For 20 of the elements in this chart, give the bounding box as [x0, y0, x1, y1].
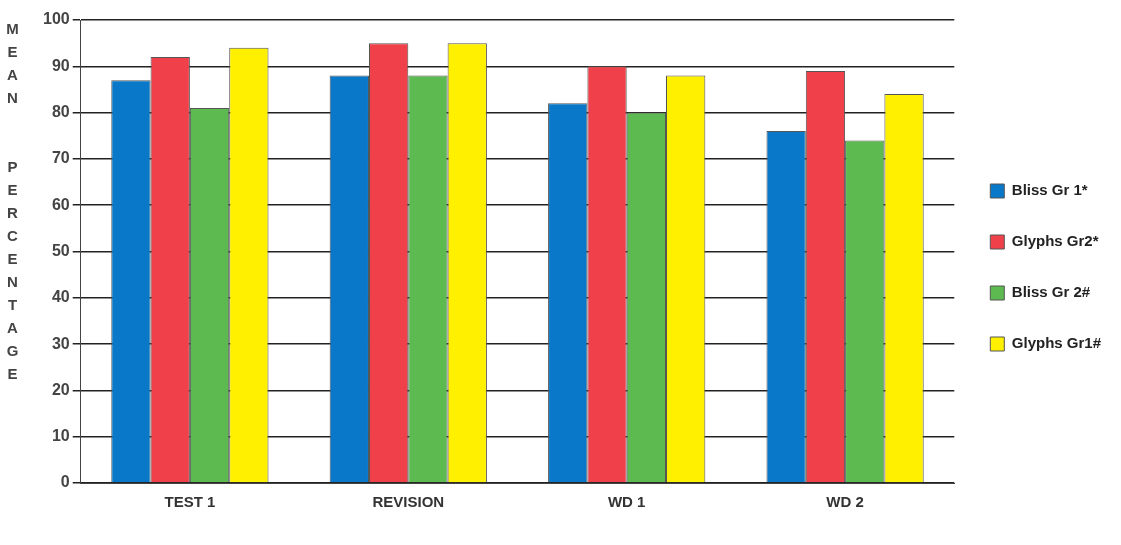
legend-label: Bliss Gr 2# [1011, 283, 1091, 301]
y-tick-label: 40 [51, 288, 70, 306]
y-tick-label: 0 [60, 473, 70, 491]
y-tick-label: 100 [42, 10, 70, 28]
y-tick-label: 90 [51, 56, 70, 74]
legend-label: Bliss Gr 1* [1011, 181, 1088, 199]
x-tick-label: WD 1 [607, 493, 646, 511]
legend-label: Glyphs Gr1# [1011, 334, 1102, 352]
y-tick-label: 50 [51, 241, 70, 259]
legend-label: Glyphs Gr2* [1011, 232, 1099, 250]
x-tick-label: TEST 1 [164, 493, 216, 511]
y-tick-label: 60 [51, 195, 70, 213]
y-tick-label: 10 [51, 427, 70, 445]
y-tick-label: 30 [51, 334, 70, 352]
y-tick-label: 70 [51, 149, 70, 167]
y-axis-title: MEAN PERCENTAGE [4, 20, 21, 390]
y-tick-label: 80 [51, 103, 70, 121]
y-tick-label: 20 [51, 380, 70, 398]
x-tick-label: WD 2 [826, 493, 864, 511]
x-tick-label: REVISION [372, 493, 445, 511]
